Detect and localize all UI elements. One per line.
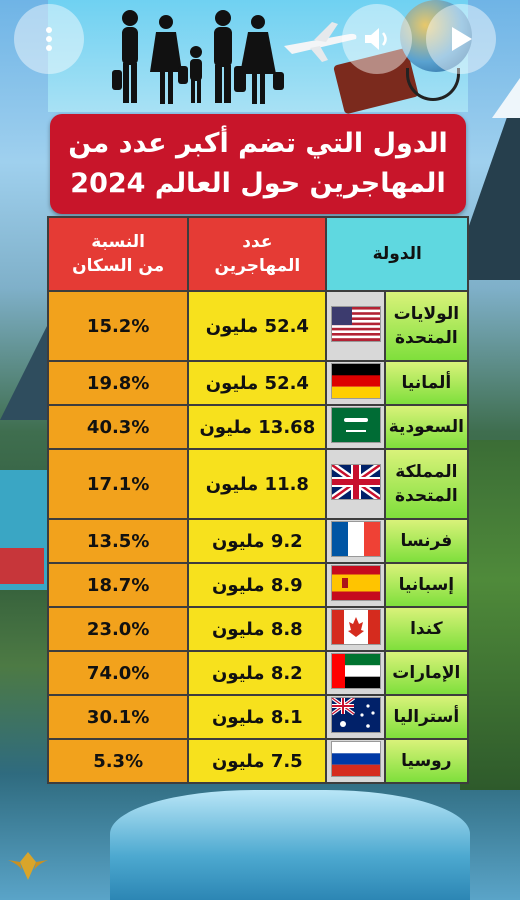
country-name-line-2: المتحدة: [395, 328, 458, 348]
speaker-icon: [365, 28, 387, 50]
header-migrants: عدد المهاجرين: [187, 216, 328, 292]
population-percentage: 17.1%: [46, 448, 190, 520]
header-country: الدولة: [325, 216, 469, 292]
table-row: أستراليا 8.1 مليون 30.1%: [46, 694, 470, 740]
population-percentage: 13.5%: [46, 518, 190, 564]
population-percentage: 5.3%: [46, 738, 190, 784]
title-line-2: المهاجرين حول العالم 2024: [70, 168, 446, 199]
population-percentage: 30.1%: [46, 694, 190, 740]
play-button[interactable]: [426, 4, 496, 74]
country-name-line-2: المتحدة: [395, 486, 458, 506]
table-row: روسيا 7.5 مليون 5.3%: [46, 738, 470, 784]
flag-cell: [325, 562, 386, 608]
sound-button[interactable]: [342, 4, 412, 74]
header-pct-line-1: النسبة: [91, 232, 145, 252]
france-flag-icon: [330, 521, 381, 557]
flag-cell: [325, 360, 386, 406]
country-name: أستراليا: [383, 694, 470, 740]
snow-cap: [492, 78, 520, 118]
header-migrants-line-1: عدد: [242, 232, 273, 252]
migrants-count: 8.2 مليون: [187, 650, 328, 696]
usa-flag-icon: [330, 306, 381, 342]
country-name-line-1: المملكة: [395, 462, 458, 482]
table-row: كندا 8.8 مليون 23.0%: [46, 606, 470, 652]
population-percentage: 74.0%: [46, 650, 190, 696]
header-migrants-line-2: المهاجرين: [214, 256, 301, 276]
flag-cell: [325, 694, 386, 740]
country-name: فرنسا: [383, 518, 470, 564]
migrants-count: 11.8 مليون: [187, 448, 328, 520]
table-row: الولايات المتحدة 52.4 مليون 15.2%: [46, 290, 470, 362]
flag-cell: [325, 290, 386, 362]
australia-flag-icon: [330, 696, 381, 733]
migrants-count: 8.8 مليون: [187, 606, 328, 652]
country-name: السعودية: [383, 404, 470, 450]
country-name: الإمارات: [383, 650, 470, 696]
header-percentage: النسبة من السكان: [46, 216, 190, 292]
table-row: المملكة المتحدة 11.8 مليون 17.1%: [46, 448, 470, 520]
country-name: الولايات المتحدة: [383, 290, 470, 362]
table-header-row: الدولة عدد المهاجرين النسبة من السكان: [46, 216, 469, 292]
flag-cell: [325, 404, 386, 450]
migrants-count: 8.1 مليون: [187, 694, 328, 740]
page-title: الدول التي تضم أكبر عدد من المهاجرين حول…: [50, 114, 466, 214]
header-illustration: [48, 0, 472, 115]
red-house: [0, 548, 44, 584]
russia-flag-icon: [330, 741, 381, 777]
table-row: السعودية 13.68 مليون 40.3%: [46, 404, 470, 450]
spain-flag-icon: [330, 565, 381, 601]
flag-cell: [325, 650, 386, 696]
table-row: الإمارات 8.2 مليون 74.0%: [46, 650, 470, 696]
logo-icon: [8, 852, 48, 880]
header-pct-line-2: من السكان: [72, 256, 165, 276]
migrants-count: 8.9 مليون: [187, 562, 328, 608]
family-silhouette-icon: [112, 10, 284, 104]
population-percentage: 23.0%: [46, 606, 190, 652]
population-percentage: 40.3%: [46, 404, 190, 450]
country-name: المملكة المتحدة: [383, 448, 470, 520]
germany-flag-icon: [330, 363, 381, 399]
migrants-count: 13.68 مليون: [187, 404, 328, 450]
uae-flag-icon: [330, 653, 381, 689]
population-percentage: 18.7%: [46, 562, 190, 608]
waterfall: [110, 790, 470, 900]
migrants-count: 9.2 مليون: [187, 518, 328, 564]
airplane-icon: [284, 22, 357, 62]
table-row: إسبانيا 8.9 مليون 18.7%: [46, 562, 470, 608]
menu-button[interactable]: [14, 4, 84, 74]
migrants-count: 52.4 مليون: [187, 290, 328, 362]
saudi-flag-icon: [330, 407, 381, 443]
migrants-count: 52.4 مليون: [187, 360, 328, 406]
population-percentage: 19.8%: [46, 360, 190, 406]
flag-cell: [325, 448, 386, 520]
more-vertical-icon: [46, 27, 52, 51]
country-name: ألمانيا: [383, 360, 470, 406]
flag-cell: [325, 518, 386, 564]
migrants-count: 7.5 مليون: [187, 738, 328, 784]
flag-cell: [325, 606, 386, 652]
uk-flag-icon: [329, 462, 382, 502]
country-name: كندا: [383, 606, 470, 652]
play-icon: [452, 27, 472, 51]
table-row: ألمانيا 52.4 مليون 19.8%: [46, 360, 470, 406]
flag-cell: [325, 738, 386, 784]
canada-flag-icon: [330, 609, 381, 645]
country-name-line-1: الولايات: [393, 304, 460, 324]
country-name: روسيا: [383, 738, 470, 784]
country-name: إسبانيا: [383, 562, 470, 608]
forest: [460, 440, 520, 790]
title-line-1: الدول التي تضم أكبر عدد من: [68, 128, 448, 159]
population-percentage: 15.2%: [46, 290, 190, 362]
migrants-table: الدولة عدد المهاجرين النسبة من السكان ال…: [46, 216, 470, 784]
table-row: فرنسا 9.2 مليون 13.5%: [46, 518, 470, 564]
